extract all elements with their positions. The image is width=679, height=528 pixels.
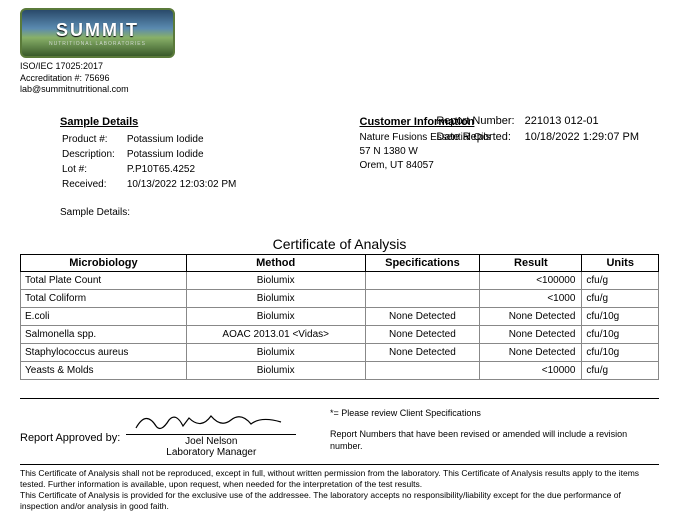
received-value: 10/13/2022 12:03:02 PM: [127, 178, 247, 191]
cell-method: Biolumix: [186, 308, 365, 326]
cell-method: Biolumix: [186, 344, 365, 362]
signature-block: Joel Nelson Laboratory Manager: [126, 407, 296, 458]
table-row: E.coliBiolumixNone DetectedNone Detected…: [21, 308, 659, 326]
table-row: Yeasts & MoldsBiolumix <10000cfu/g: [21, 362, 659, 380]
header-microbiology: Microbiology: [21, 255, 187, 272]
lot-label: Lot #:: [62, 163, 125, 176]
table-row: Staphylococcus aureusBiolumixNone Detect…: [21, 344, 659, 362]
cell-method: Biolumix: [186, 290, 365, 308]
date-reported-value: 10/18/2022 1:29:07 PM: [525, 130, 647, 144]
cell-units: cfu/10g: [582, 344, 659, 362]
logo-text: SUMMIT: [56, 20, 139, 41]
table-row: Total Plate CountBiolumix <100000cfu/g: [21, 272, 659, 290]
lot-value: P.P10T65.4252: [127, 163, 247, 176]
sample-details-heading: Sample Details: [60, 116, 360, 128]
description-label: Description:: [62, 148, 125, 161]
disclaimer-line-2: This Certificate of Analysis is provided…: [20, 490, 659, 512]
accreditation-number: Accreditation #: 75696: [20, 73, 659, 85]
cell-micro: E.coli: [21, 308, 187, 326]
cell-micro: Total Plate Count: [21, 272, 187, 290]
cell-micro: Staphylococcus aureus: [21, 344, 187, 362]
cell-result: None Detected: [480, 344, 582, 362]
cell-result: <1000: [480, 290, 582, 308]
disclaimer-line-1: This Certificate of Analysis shall not b…: [20, 468, 659, 490]
cell-result: <10000: [480, 362, 582, 380]
cell-units: cfu/g: [582, 272, 659, 290]
certificate-title: Certificate of Analysis: [20, 236, 659, 252]
cell-spec: [365, 272, 480, 290]
accreditation-block: ISO/IEC 17025:2017 Accreditation #: 7569…: [20, 61, 659, 96]
report-number-value: 221013 012-01: [525, 114, 647, 128]
cell-method: Biolumix: [186, 272, 365, 290]
cell-result: None Detected: [480, 326, 582, 344]
analysis-table: Microbiology Method Specifications Resul…: [20, 254, 659, 380]
approval-row: Report Approved by: Joel Nelson Laborato…: [20, 407, 659, 458]
cell-units: cfu/g: [582, 362, 659, 380]
cell-spec: None Detected: [365, 308, 480, 326]
table-row: Total ColiformBiolumix <1000cfu/g: [21, 290, 659, 308]
date-reported-label: Date Reported:: [436, 130, 522, 144]
certificate-page: SUMMIT NUTRITIONAL LABORATORIES ISO/IEC …: [0, 0, 679, 522]
cell-spec: [365, 362, 480, 380]
signature-name: Joel Nelson: [126, 436, 296, 447]
cell-units: cfu/10g: [582, 326, 659, 344]
approval-note-2: Report Numbers that have been revised or…: [330, 428, 659, 453]
report-number-label: Report Number:: [436, 114, 522, 128]
header-units: Units: [582, 255, 659, 272]
received-label: Received:: [62, 178, 125, 191]
company-logo: SUMMIT NUTRITIONAL LABORATORIES: [20, 8, 175, 58]
customer-address2: Orem, UT 84057: [360, 159, 660, 173]
approval-label: Report Approved by:: [20, 432, 120, 458]
cell-units: cfu/10g: [582, 308, 659, 326]
accreditation-email: lab@summitnutritional.com: [20, 84, 659, 96]
product-label: Product #:: [62, 133, 125, 146]
sample-details-line: Sample Details:: [60, 207, 360, 218]
sample-details-col: Sample Details Product #:Potassium Iodid…: [60, 116, 360, 218]
cell-spec: [365, 290, 480, 308]
cell-units: cfu/g: [582, 290, 659, 308]
cell-micro: Total Coliform: [21, 290, 187, 308]
cell-spec: None Detected: [365, 326, 480, 344]
customer-address1: 57 N 1380 W: [360, 145, 660, 159]
cell-method: Biolumix: [186, 362, 365, 380]
description-value: Potassium Iodide: [127, 148, 247, 161]
table-header-row: Microbiology Method Specifications Resul…: [21, 255, 659, 272]
cell-spec: None Detected: [365, 344, 480, 362]
cell-micro: Salmonella spp.: [21, 326, 187, 344]
approval-notes: *= Please review Client Specifications R…: [330, 407, 659, 453]
header-method: Method: [186, 255, 365, 272]
cell-micro: Yeasts & Molds: [21, 362, 187, 380]
logo-subtitle: NUTRITIONAL LABORATORIES: [49, 41, 146, 47]
cell-result: None Detected: [480, 308, 582, 326]
table-row: Salmonella spp.AOAC 2013.01 <Vidas>None …: [21, 326, 659, 344]
signature-image: [126, 407, 296, 435]
cell-method: AOAC 2013.01 <Vidas>: [186, 326, 365, 344]
header-result: Result: [480, 255, 582, 272]
approval-note-1: *= Please review Client Specifications: [330, 407, 659, 420]
disclaimer: This Certificate of Analysis shall not b…: [20, 464, 659, 512]
approval-left: Report Approved by: Joel Nelson Laborato…: [20, 407, 320, 458]
header-specifications: Specifications: [365, 255, 480, 272]
divider: [20, 398, 659, 399]
report-info: Report Number: 221013 012-01 Date Report…: [434, 112, 649, 146]
product-value: Potassium Iodide: [127, 133, 247, 146]
cell-result: <100000: [480, 272, 582, 290]
analysis-body: Total Plate CountBiolumix<100000cfu/gTot…: [21, 272, 659, 380]
signature-title: Laboratory Manager: [126, 447, 296, 458]
accreditation-iso: ISO/IEC 17025:2017: [20, 61, 659, 73]
